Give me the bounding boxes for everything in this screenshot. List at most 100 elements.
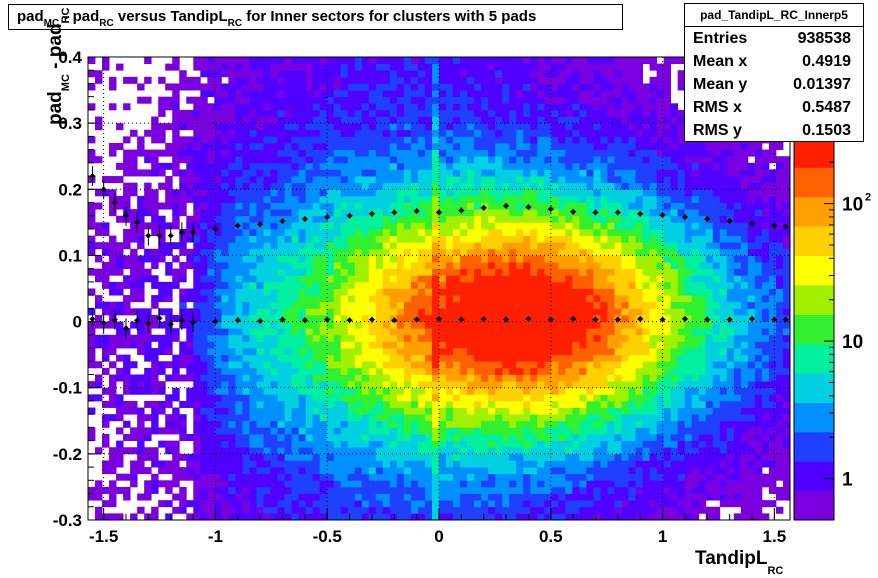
heatmap-cell bbox=[537, 414, 545, 422]
heatmap-cell bbox=[193, 480, 201, 488]
heatmap-cell bbox=[137, 142, 145, 150]
heatmap-cell bbox=[389, 440, 398, 448]
heatmap-cell bbox=[572, 222, 580, 230]
heatmap-cell bbox=[488, 262, 496, 270]
heatmap-cell bbox=[523, 90, 531, 98]
heatmap-cell bbox=[256, 394, 264, 402]
heatmap-cell bbox=[530, 321, 538, 329]
heatmap-cell bbox=[495, 414, 503, 422]
heatmap-cell bbox=[614, 182, 622, 190]
heatmap-cell bbox=[614, 328, 622, 336]
heatmap-cell bbox=[235, 209, 243, 217]
heatmap-cell bbox=[593, 321, 601, 329]
heatmap-cell bbox=[502, 374, 510, 382]
heatmap-cell bbox=[179, 248, 187, 256]
heatmap-cell bbox=[284, 281, 292, 289]
heatmap-cell bbox=[228, 374, 236, 382]
heatmap-cell bbox=[277, 176, 285, 184]
heatmap-cell bbox=[523, 486, 531, 494]
heatmap-cell bbox=[319, 414, 328, 422]
heatmap-cell bbox=[270, 513, 278, 521]
heatmap-cell bbox=[593, 374, 601, 382]
heatmap-cell bbox=[375, 354, 384, 362]
heatmap-cell bbox=[88, 248, 96, 256]
heatmap-cell bbox=[565, 473, 573, 481]
heatmap-cell bbox=[256, 215, 264, 223]
heatmap-cell bbox=[221, 328, 229, 336]
heatmap-cell bbox=[368, 116, 377, 124]
heatmap-cell bbox=[474, 228, 482, 236]
heatmap-cell bbox=[270, 348, 278, 356]
heatmap-cell bbox=[200, 255, 208, 263]
heatmap-cell bbox=[607, 407, 615, 415]
heatmap-cell bbox=[628, 156, 636, 164]
heatmap-cell bbox=[256, 493, 264, 501]
heatmap-cell bbox=[207, 460, 215, 468]
heatmap-cell bbox=[600, 414, 608, 422]
heatmap-cell bbox=[453, 321, 461, 329]
heatmap-cell bbox=[495, 195, 503, 203]
heatmap-cell bbox=[481, 361, 489, 369]
heatmap-cell bbox=[453, 467, 461, 475]
heatmap-cell bbox=[389, 242, 398, 250]
heatmap-cell bbox=[375, 149, 384, 157]
heatmap-cell bbox=[242, 235, 250, 243]
heatmap-cell bbox=[551, 242, 559, 250]
heatmap-cell bbox=[509, 103, 517, 111]
heatmap-cell bbox=[368, 222, 377, 230]
heatmap-cell bbox=[242, 182, 250, 190]
heatmap-cell bbox=[312, 262, 321, 270]
heatmap-cell bbox=[354, 149, 363, 157]
heatmap-cell bbox=[424, 453, 433, 461]
heatmap-cell bbox=[396, 242, 405, 250]
heatmap-cell bbox=[298, 506, 307, 514]
heatmap-cell bbox=[193, 493, 201, 501]
heatmap-cell bbox=[88, 235, 96, 243]
heatmap-cell bbox=[467, 480, 475, 488]
heatmap-cell bbox=[214, 394, 222, 402]
heatmap-cell bbox=[389, 460, 398, 468]
heatmap-cell bbox=[312, 156, 321, 164]
heatmap-cell bbox=[537, 367, 545, 375]
heatmap-cell bbox=[460, 195, 468, 203]
heatmap-cell bbox=[586, 76, 594, 84]
heatmap-cell bbox=[579, 116, 587, 124]
heatmap-cell bbox=[291, 116, 299, 124]
heatmap-cell bbox=[228, 57, 236, 65]
heatmap-cell bbox=[403, 123, 412, 131]
heatmap-cell bbox=[579, 506, 587, 514]
heatmap-cell bbox=[326, 116, 335, 124]
heatmap-cell bbox=[347, 374, 356, 382]
heatmap-cell bbox=[214, 288, 222, 296]
heatmap-cell bbox=[235, 109, 243, 117]
heatmap-cell bbox=[523, 427, 531, 435]
heatmap-cell bbox=[453, 169, 461, 177]
heatmap-cell bbox=[326, 434, 335, 442]
heatmap-cell bbox=[291, 480, 299, 488]
heatmap-cell bbox=[614, 156, 622, 164]
heatmap-cell bbox=[333, 70, 342, 78]
heatmap-cell bbox=[558, 427, 566, 435]
heatmap-cell bbox=[228, 301, 236, 309]
heatmap-cell bbox=[179, 453, 187, 461]
heatmap-cell bbox=[551, 453, 559, 461]
heatmap-cell bbox=[291, 189, 299, 197]
heatmap-cell bbox=[375, 480, 384, 488]
heatmap-cell bbox=[263, 513, 271, 521]
heatmap-cell bbox=[565, 262, 573, 270]
heatmap-cell bbox=[221, 301, 229, 309]
heatmap-cell bbox=[347, 215, 356, 223]
heatmap-cell bbox=[130, 400, 138, 408]
heatmap-cell bbox=[123, 228, 131, 236]
heatmap-cell bbox=[249, 308, 257, 316]
heatmap-cell bbox=[600, 242, 608, 250]
heatmap-cell bbox=[495, 275, 503, 283]
heatmap-cell bbox=[403, 275, 412, 283]
heatmap-cell bbox=[417, 334, 426, 342]
heatmap-cell bbox=[298, 374, 307, 382]
heatmap-cell bbox=[467, 255, 475, 263]
heatmap-cell bbox=[144, 149, 152, 157]
heatmap-cell bbox=[474, 434, 482, 442]
heatmap-cell bbox=[221, 506, 229, 514]
heatmap-cell bbox=[579, 414, 587, 422]
